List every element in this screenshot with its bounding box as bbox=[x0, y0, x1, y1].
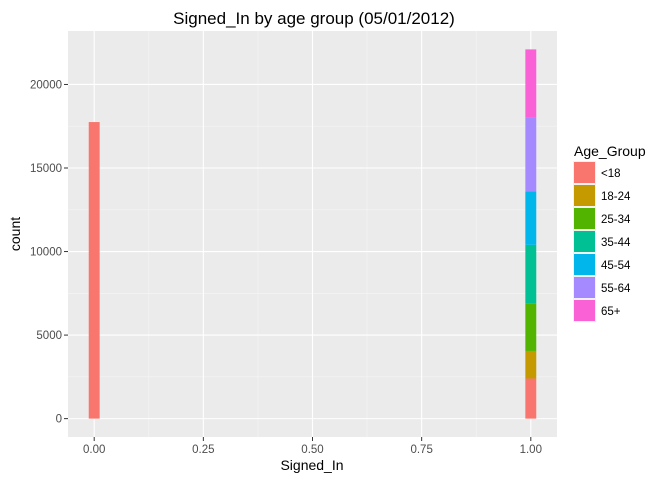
legend-label: 35-44 bbox=[601, 237, 631, 249]
legend-label: 65+ bbox=[601, 306, 621, 318]
grid-major bbox=[68, 31, 557, 437]
y-tick-label: 20000 bbox=[30, 79, 62, 91]
y-tick-label: 15000 bbox=[30, 163, 62, 175]
legend-label: 25-34 bbox=[601, 214, 631, 226]
y-axis: 0 5000 10000 15000 20000 bbox=[30, 79, 68, 426]
x-tick-label: 0.50 bbox=[301, 444, 323, 456]
bar-segment bbox=[525, 303, 537, 351]
x-tick-label: 0.75 bbox=[410, 444, 432, 456]
legend-swatch bbox=[574, 231, 595, 252]
bar-segment bbox=[525, 117, 537, 192]
bar-segment bbox=[88, 122, 100, 419]
legend-label: 55-64 bbox=[601, 283, 631, 295]
legend-swatch bbox=[574, 162, 595, 183]
legend-label: <18 bbox=[601, 168, 621, 180]
y-tick-label: 5000 bbox=[36, 330, 62, 342]
legend-label: 18-24 bbox=[601, 191, 631, 203]
legend-title: Age_Group bbox=[574, 143, 646, 159]
x-tick-label: 0.00 bbox=[83, 444, 105, 456]
x-tick-label: 1.00 bbox=[520, 444, 542, 456]
legend-swatch bbox=[574, 208, 595, 229]
bar-segment bbox=[525, 378, 537, 419]
legend-swatch bbox=[574, 277, 595, 298]
y-tick-label: 10000 bbox=[30, 247, 62, 259]
legend-swatch bbox=[574, 300, 595, 321]
chart-title: Signed_In by age group (05/01/2012) bbox=[173, 9, 455, 28]
bars bbox=[88, 49, 537, 419]
legend: Age_Group <18 18-24 25-34 35-44 45-54 55-64 65… bbox=[573, 143, 646, 322]
bar-segment bbox=[525, 49, 537, 118]
x-tick-label: 0.25 bbox=[192, 444, 214, 456]
y-axis-title: count bbox=[7, 217, 23, 251]
legend-swatch bbox=[574, 185, 595, 206]
bar-segment bbox=[525, 350, 537, 379]
legend-swatch bbox=[574, 254, 595, 275]
bar-segment bbox=[525, 244, 537, 304]
legend-label: 45-54 bbox=[601, 260, 631, 272]
y-tick-label: 0 bbox=[56, 414, 62, 426]
bar-segment bbox=[525, 191, 537, 245]
x-axis-title: Signed_In bbox=[280, 457, 343, 473]
x-axis: 0.00 0.25 0.50 0.75 1.00 bbox=[83, 437, 542, 456]
